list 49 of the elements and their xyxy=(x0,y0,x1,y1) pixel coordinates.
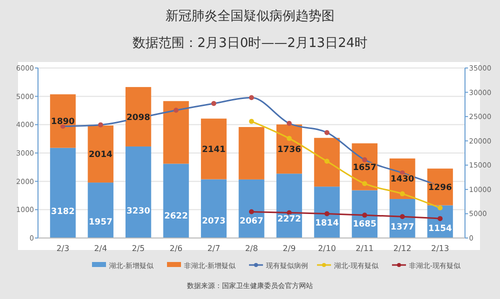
chart-title: 新冠肺炎全国疑似病例趋势图 xyxy=(166,9,334,24)
bar xyxy=(126,87,152,146)
point xyxy=(286,136,292,141)
bar xyxy=(314,138,340,187)
data-label: 1890 xyxy=(51,117,75,128)
data-label: 3182 xyxy=(51,206,75,217)
data-label: 1957 xyxy=(88,217,113,228)
data-label: 1377 xyxy=(390,222,414,232)
x-tick-label: 2/3 xyxy=(56,244,70,253)
data-label: 1736 xyxy=(277,145,302,156)
bar xyxy=(163,164,189,238)
data-label: 3230 xyxy=(126,206,150,217)
data-label: 1296 xyxy=(428,182,452,193)
point xyxy=(438,205,443,210)
point xyxy=(324,158,330,164)
bar xyxy=(238,127,264,180)
point xyxy=(400,191,405,196)
point xyxy=(438,216,443,222)
chart-subtitle: 数据范围：2月3日0时——2月13日24时 xyxy=(132,36,368,51)
data-label: 2622 xyxy=(164,212,188,222)
x-tick-label: 2/5 xyxy=(132,244,145,253)
data-label: 2067 xyxy=(240,216,264,226)
x-tick-label: 2/4 xyxy=(94,244,108,253)
x-tick-label: 2/10 xyxy=(318,244,336,253)
bar xyxy=(126,146,152,238)
point xyxy=(324,211,330,216)
x-tick-label: 2/6 xyxy=(170,244,182,253)
data-label: 1657 xyxy=(352,162,377,173)
data-label: 1814 xyxy=(315,218,339,229)
x-tick-label: 2/12 xyxy=(393,244,412,253)
data-label: 2272 xyxy=(277,214,302,225)
bar xyxy=(50,148,76,238)
point xyxy=(249,209,254,214)
point xyxy=(362,181,368,186)
data-label: 2014 xyxy=(88,150,113,160)
x-tick-label: 2/13 xyxy=(431,244,450,253)
data-label: 1685 xyxy=(352,220,377,230)
x-tick-label: 2/9 xyxy=(282,244,296,253)
x-tick-label: 2/8 xyxy=(245,244,258,253)
x-tick-label: 2/11 xyxy=(356,244,374,253)
data-label: 1154 xyxy=(428,224,452,234)
x-tick-label: 2/7 xyxy=(207,244,220,253)
data-label: 1430 xyxy=(390,174,414,185)
data-label: 2141 xyxy=(202,144,226,155)
point xyxy=(362,212,368,218)
point xyxy=(249,118,254,124)
data-label: 2073 xyxy=(202,216,226,226)
point xyxy=(400,214,405,220)
bar xyxy=(163,101,189,164)
